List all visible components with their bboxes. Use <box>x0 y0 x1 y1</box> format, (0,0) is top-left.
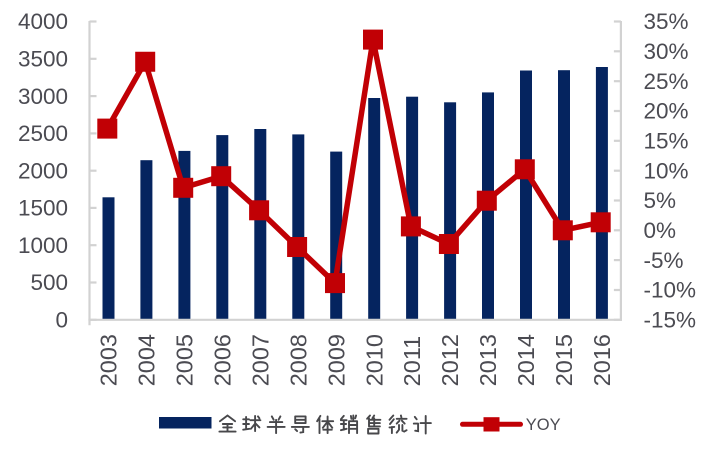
svg-text:0%: 0% <box>644 218 677 243</box>
svg-text:2011: 2011 <box>399 336 425 387</box>
svg-text:-10%: -10% <box>644 278 697 303</box>
svg-text:25%: 25% <box>644 69 689 94</box>
svg-text:2012: 2012 <box>437 334 463 386</box>
svg-text:2013: 2013 <box>475 334 501 386</box>
svg-text:2000: 2000 <box>18 158 68 183</box>
svg-text:-15%: -15% <box>644 308 697 333</box>
svg-text:-5%: -5% <box>644 248 684 273</box>
svg-text:10%: 10% <box>644 158 689 183</box>
svg-text:35%: 35% <box>644 9 689 34</box>
svg-text:2003: 2003 <box>96 334 122 386</box>
svg-text:2006: 2006 <box>209 334 235 386</box>
svg-text:2009: 2009 <box>323 334 349 386</box>
svg-text:2004: 2004 <box>134 334 160 386</box>
svg-text:30%: 30% <box>644 39 689 64</box>
svg-text:2008: 2008 <box>285 334 311 386</box>
svg-text:2014: 2014 <box>513 334 539 386</box>
svg-text:2015: 2015 <box>551 334 577 386</box>
svg-text:2007: 2007 <box>247 334 273 386</box>
svg-text:500: 500 <box>30 270 68 295</box>
svg-text:YOY: YOY <box>526 416 561 434</box>
svg-text:15%: 15% <box>644 129 689 154</box>
svg-text:3500: 3500 <box>18 47 68 72</box>
svg-text:3000: 3000 <box>18 84 68 109</box>
svg-text:1000: 1000 <box>18 233 68 258</box>
svg-text:2500: 2500 <box>18 121 68 146</box>
svg-text:0: 0 <box>55 308 68 333</box>
svg-text:2005: 2005 <box>172 334 198 386</box>
svg-text:2010: 2010 <box>361 334 387 386</box>
svg-text:2016: 2016 <box>589 334 615 386</box>
svg-text:20%: 20% <box>644 99 689 124</box>
svg-text:5%: 5% <box>644 188 677 213</box>
svg-text:1500: 1500 <box>18 196 68 221</box>
svg-text:4000: 4000 <box>18 9 68 34</box>
